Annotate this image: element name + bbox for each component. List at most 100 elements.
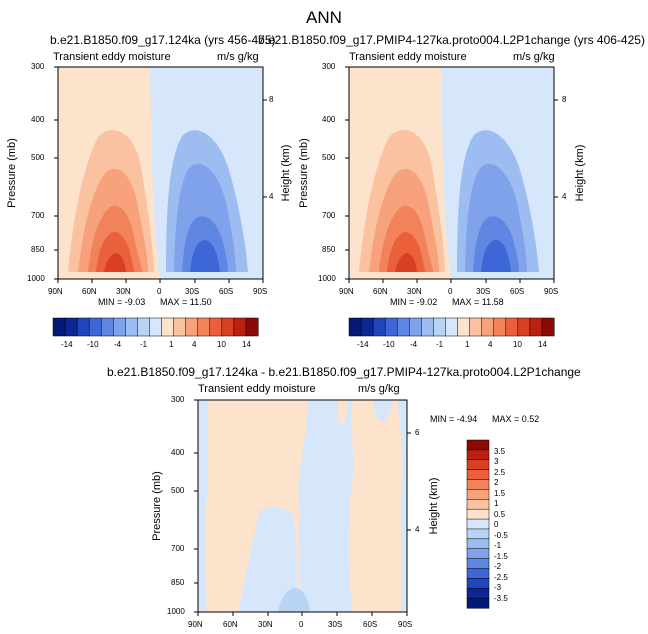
colorbar-swatch [469, 317, 483, 337]
colorbar-swatch [457, 317, 471, 337]
colorbar-swatch [113, 317, 126, 337]
colorbar-swatch [466, 508, 490, 520]
panel3-cb-label: -3 [494, 583, 502, 592]
figure-title: ANN [306, 8, 342, 27]
panel1-title: b.e21.B1850.f09_g17.124ka (yrs 456-475) [50, 33, 276, 47]
panel3-cb-label: 0.5 [494, 510, 506, 519]
panel3-min: MIN = -4.94 [430, 414, 478, 424]
panel3-cb-label: -2.5 [494, 573, 508, 582]
colorbar-swatch [445, 317, 459, 337]
panel1-cb-label: 10 [217, 340, 226, 349]
panel1-fill-neg-4 [190, 239, 220, 272]
colorbar-swatch [466, 587, 490, 599]
panel2-ytick-700: 700 [322, 211, 336, 220]
panel1-cb-label: 4 [192, 340, 197, 349]
panel1-cb-label: -4 [114, 340, 122, 349]
panel3-rtick-6: 6 [415, 428, 420, 437]
panel1-xtick-30S: 30S [185, 287, 200, 296]
panel1-cb-label: -10 [87, 340, 99, 349]
panel2-xtick-60S: 60S [510, 287, 525, 296]
panel2-fill-pos-4 [387, 231, 425, 272]
panel3-fill-neg-right [398, 400, 407, 612]
panel2-xtick-90S: 90S [544, 287, 559, 296]
panel3-ytick-700: 700 [171, 544, 185, 553]
panel3-title: b.e21.B1850.f09_g17.124ka - b.e21.B1850.… [107, 365, 581, 379]
panel1-ytick-700: 700 [31, 211, 45, 220]
colorbar-swatch [137, 317, 151, 337]
panel3-cb-label: 1 [494, 499, 499, 508]
panel1-subtitle-left: Transient eddy moisture [53, 51, 171, 63]
panel3-cb-label: -0.5 [494, 531, 508, 540]
panel1-min: MIN = -9.03 [98, 297, 146, 307]
panel3-ytick-400: 400 [171, 448, 185, 457]
panel3-rtick-4: 4 [415, 525, 420, 534]
panel1-ytick-300: 300 [31, 62, 45, 71]
colorbar-swatch [348, 317, 362, 337]
colorbar-swatch [466, 578, 490, 589]
colorbar-swatch [88, 317, 102, 337]
panel3-ytick-850: 850 [171, 578, 185, 587]
colorbar-swatch [466, 518, 490, 530]
colorbar-swatch [149, 317, 163, 337]
colorbar-swatch [100, 317, 114, 337]
colorbar-swatch [221, 317, 235, 337]
panel1-fill-pos-5 [104, 253, 126, 272]
panel3-cb-label: 2.5 [494, 468, 506, 477]
panel3-fill-neg-left [198, 400, 208, 612]
panel2-rtick-8: 8 [562, 95, 567, 104]
colorbar-swatch [433, 317, 447, 337]
panel3-cb-label: 2 [494, 478, 499, 487]
panel3-ytick-500: 500 [171, 486, 185, 495]
colorbar-swatch [396, 317, 410, 337]
panel1-fill-pos-4 [96, 231, 134, 272]
panel3-right-label: Height (km) [428, 477, 440, 535]
panel2-ticks [345, 66, 558, 283]
panel2-colorbar [348, 317, 555, 337]
panel1-ylabel: Pressure (mb) [6, 138, 18, 208]
panel3-cb-label: 1.5 [494, 489, 506, 498]
panel3-subtitle-right: m/s g/kg [358, 383, 400, 395]
panel1-rtick-4: 4 [269, 192, 274, 201]
panel1-xtick-60S: 60S [219, 287, 234, 296]
panel3-xtick-60N: 60N [223, 620, 238, 629]
panel2-right-label: Height (km) [574, 144, 586, 202]
colorbar-swatch [185, 317, 199, 337]
panel2-xtick-30S: 30S [476, 287, 491, 296]
panel2-title: b.e21.B1850.f09_g17.PMIP4-127ka.proto004… [258, 33, 645, 47]
panel2-cb-label: -4 [410, 340, 418, 349]
panel3-contours [198, 400, 407, 612]
colorbar-swatch [173, 317, 187, 337]
panel3-ticks [194, 399, 411, 616]
panel2-ytick-300: 300 [322, 62, 336, 71]
colorbar-swatch [466, 568, 490, 579]
panel3-max: MAX = 0.52 [492, 414, 540, 424]
panel3-fill-neg-top [373, 400, 393, 422]
panel1-cb-label: 14 [242, 340, 251, 349]
panel3-cb-label: 3.5 [494, 447, 506, 456]
colorbar-swatch [421, 317, 434, 337]
panel1-cb-label: -14 [61, 340, 73, 349]
panel3-fill-neg-south [238, 506, 298, 612]
panel2-subtitle-left: Transient eddy moisture [349, 51, 467, 63]
panel1-ytick-1000: 1000 [27, 274, 45, 283]
colorbar-swatch [529, 317, 543, 337]
panel1-ytick-400: 400 [31, 115, 45, 124]
panel3-cb-label: 3 [494, 457, 499, 466]
colorbar-swatch [52, 317, 66, 337]
colorbar-swatch [64, 317, 78, 337]
colorbar-swatch [161, 317, 175, 337]
colorbar-swatch [466, 449, 490, 461]
panel3-fill-neg-mid [298, 400, 354, 612]
colorbar-swatch [125, 317, 138, 337]
panel1-contour-plot [54, 66, 267, 283]
panel3-ylabel: Pressure (mb) [151, 471, 163, 541]
panel1-ticks [54, 66, 267, 283]
panel2-cb-label: 1 [465, 340, 470, 349]
panel2-ytick-400: 400 [322, 115, 336, 124]
panel3-fill-neg-1 [278, 588, 310, 612]
panel2-cb-label: 4 [488, 340, 493, 349]
panel2-cb-label: -1 [436, 340, 444, 349]
colorbar-swatch [466, 548, 490, 560]
panel2-rtick-4: 4 [562, 192, 567, 201]
panel2-ytick-850: 850 [322, 245, 336, 254]
